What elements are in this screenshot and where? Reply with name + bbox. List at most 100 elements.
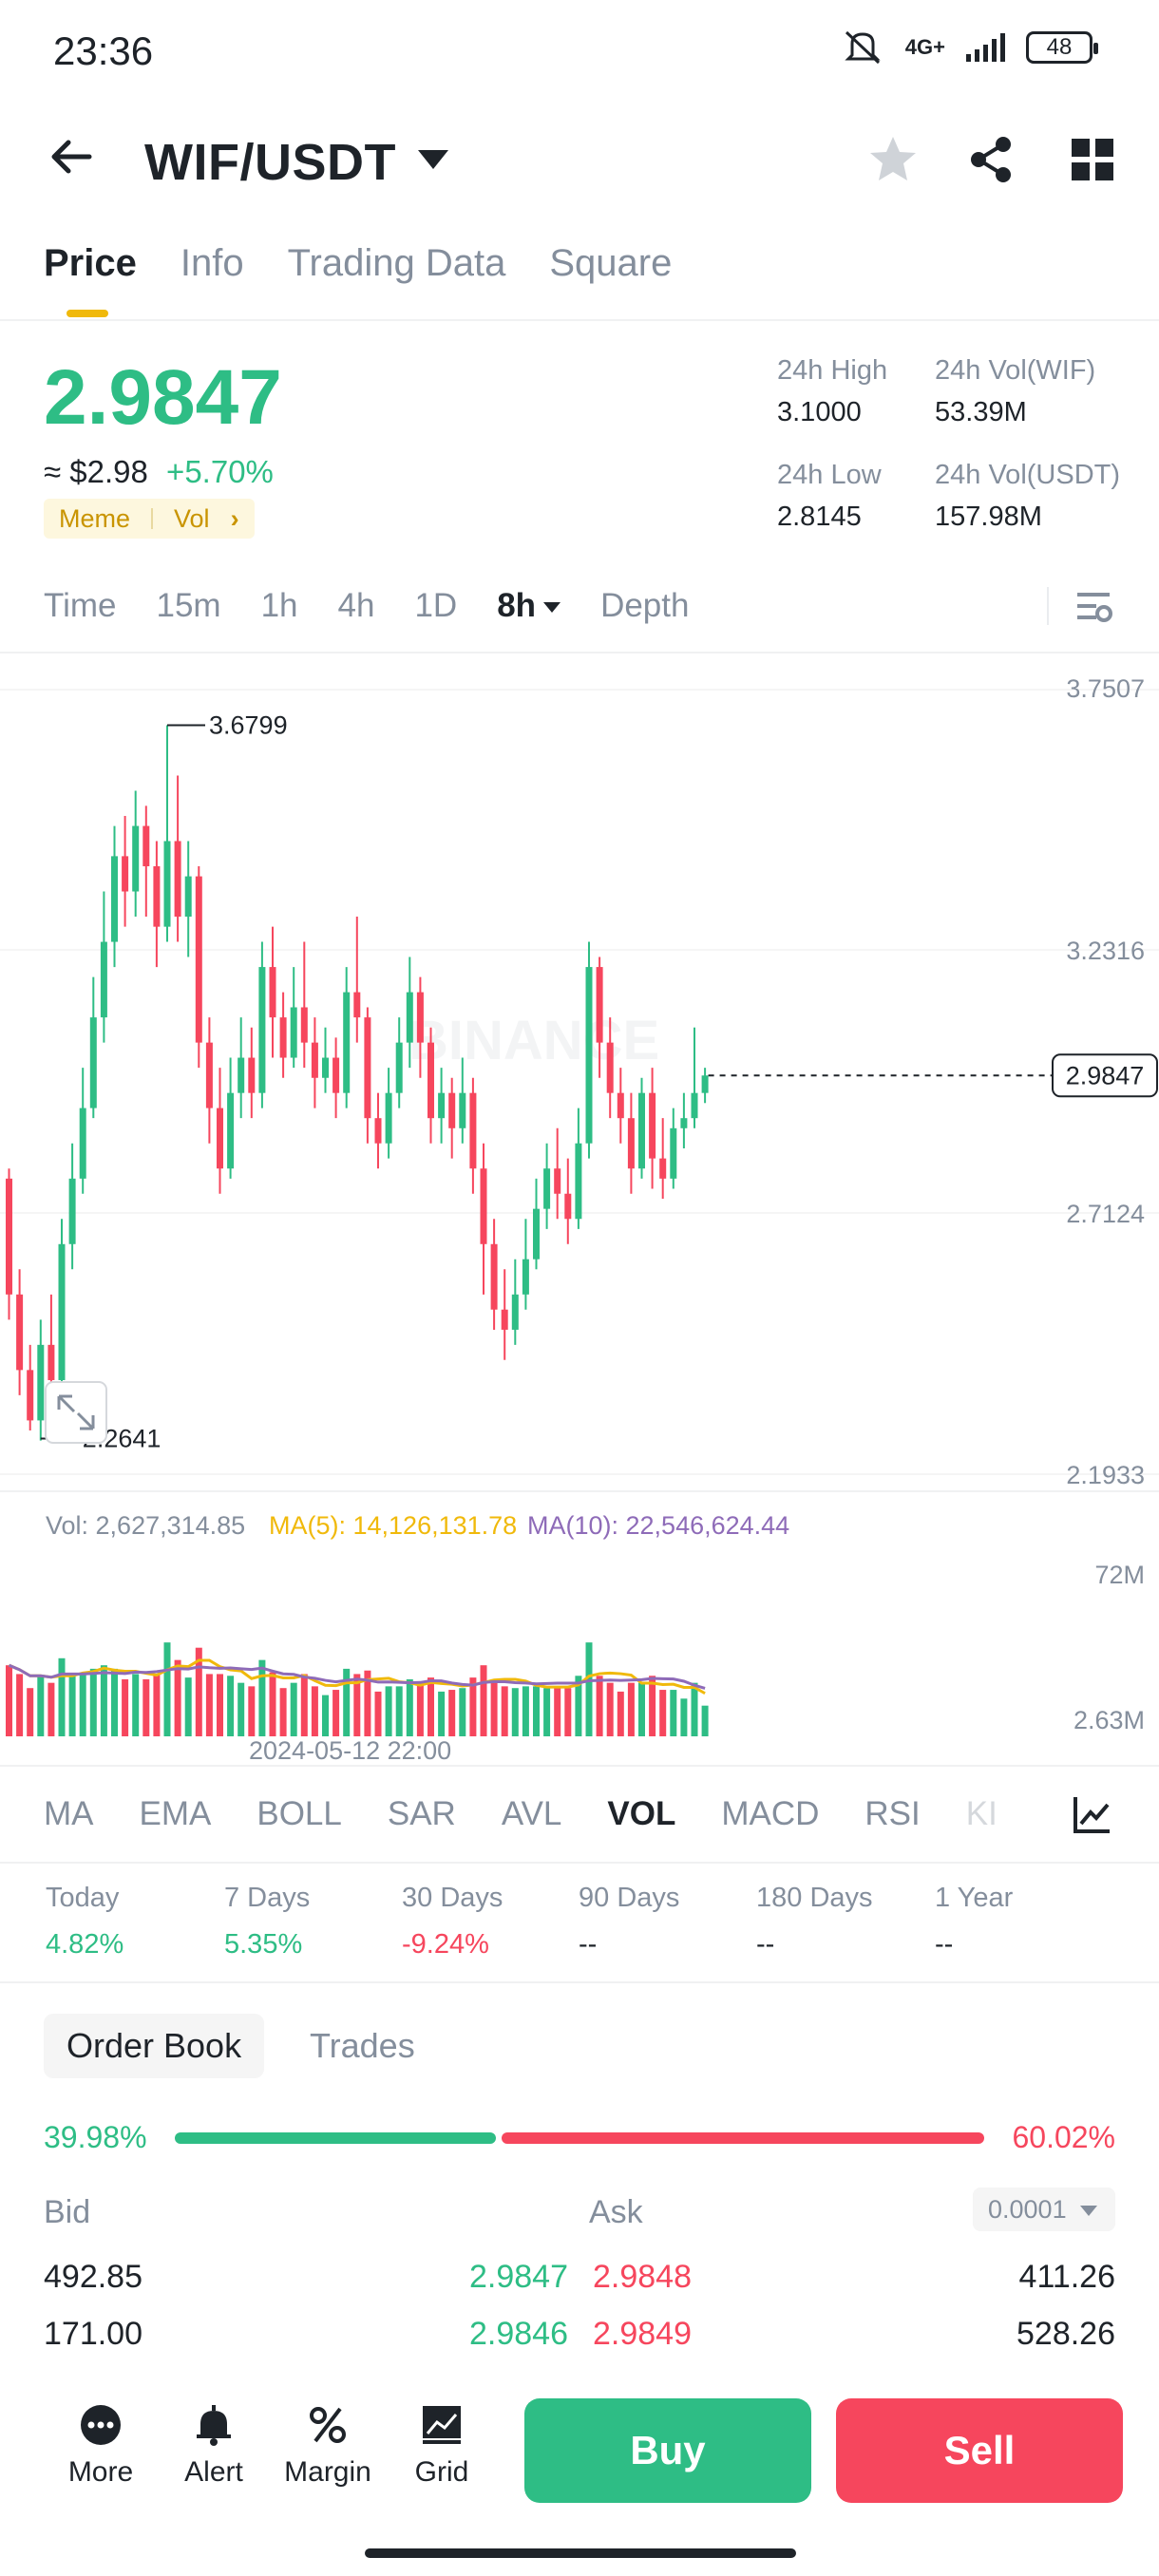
- interval-15m[interactable]: 15m: [156, 587, 221, 624]
- indicator-avl[interactable]: AVL: [501, 1795, 562, 1832]
- last-price: 2.9847: [44, 354, 282, 441]
- volume-bar: [217, 1674, 223, 1736]
- candle-body: [343, 992, 351, 1093]
- indicator-rsi[interactable]: RSI: [864, 1795, 921, 1832]
- interval-4h[interactable]: 4h: [337, 587, 375, 624]
- sell-button[interactable]: Sell: [836, 2398, 1123, 2503]
- precision-selector[interactable]: 0.0001: [973, 2188, 1115, 2231]
- back-arrow-icon[interactable]: [48, 133, 95, 180]
- volume-bar: [122, 1678, 129, 1736]
- favorite-star-icon[interactable]: [866, 133, 920, 186]
- volume-bar: [68, 1674, 76, 1736]
- indicator-vol[interactable]: VOL: [607, 1795, 676, 1832]
- interval-1d[interactable]: 1D: [414, 587, 458, 624]
- volume-bar: [290, 1682, 297, 1736]
- candle-body: [248, 1057, 256, 1093]
- tag-pill[interactable]: Meme Vol ›: [44, 499, 255, 539]
- indicator-macd[interactable]: MACD: [721, 1795, 820, 1832]
- candle-body: [163, 841, 171, 927]
- pair-dropdown-icon[interactable]: [418, 150, 448, 169]
- stat-vol-base-label: 24h Vol(WIF): [935, 355, 1096, 386]
- chart-settings-icon[interactable]: [1072, 585, 1115, 629]
- tag-meme[interactable]: Meme: [59, 503, 131, 533]
- network-type: 4G+: [904, 35, 945, 59]
- ask-qty-1[interactable]: 411.26: [1018, 2259, 1115, 2295]
- volume-bar: [606, 1682, 614, 1736]
- share-icon[interactable]: [965, 133, 1018, 186]
- interval-time[interactable]: Time: [44, 587, 117, 624]
- indicator-sar[interactable]: SAR: [387, 1795, 456, 1832]
- volume-bar: [353, 1674, 361, 1736]
- ask-qty-2[interactable]: 528.26: [1016, 2316, 1115, 2352]
- candle-body: [533, 1208, 540, 1260]
- indicator-ema[interactable]: EMA: [139, 1795, 212, 1832]
- candle-body: [469, 1092, 477, 1169]
- grid-button[interactable]: Grid: [394, 2403, 489, 2489]
- candle-body: [153, 866, 161, 927]
- volume-bar: [111, 1668, 118, 1736]
- indicator-kdj[interactable]: KI: [965, 1795, 998, 1832]
- perf-30d-value: -9.24%: [402, 1929, 489, 1960]
- candle-body: [428, 1042, 434, 1119]
- volume-bar: [163, 1642, 171, 1736]
- tab-order-book[interactable]: Order Book: [44, 2014, 265, 2078]
- volume-bar: [48, 1682, 55, 1736]
- candle-body: [406, 992, 413, 1043]
- perf-30d-label: 30 Days: [402, 1883, 504, 1913]
- chart-grid: [0, 689, 1159, 1492]
- volume-bar: [174, 1659, 181, 1736]
- candle-body: [627, 1118, 635, 1169]
- more-button[interactable]: More: [53, 2403, 148, 2489]
- bid-price-2[interactable]: 2.9846: [469, 2316, 568, 2352]
- bid-qty-1[interactable]: 492.85: [44, 2259, 142, 2295]
- fullscreen-icon[interactable]: [45, 1381, 107, 1444]
- ma10-line: [8, 1663, 706, 1690]
- tab-price[interactable]: Price: [44, 242, 137, 284]
- volume-bar: [332, 1690, 340, 1736]
- candle-body: [142, 825, 150, 867]
- margin-button[interactable]: Margin: [280, 2403, 375, 2489]
- candle-body: [122, 856, 129, 892]
- candle-body: [322, 1057, 329, 1078]
- ask-price-2[interactable]: 2.9849: [593, 2316, 692, 2352]
- tab-info[interactable]: Info: [180, 242, 244, 284]
- pair-title[interactable]: WIF/USDT: [144, 134, 396, 191]
- volume-bar: [596, 1676, 603, 1736]
- axis-label-bottom: 2.1933: [1066, 1461, 1145, 1489]
- volume-bar: [617, 1691, 624, 1736]
- caret-down-icon: [1079, 2206, 1097, 2217]
- volume-bar: [670, 1690, 677, 1736]
- tab-trading-data[interactable]: Trading Data: [287, 242, 506, 284]
- volume-bar: [58, 1657, 66, 1736]
- bid-price-1[interactable]: 2.9847: [469, 2259, 568, 2295]
- grid-layout-icon[interactable]: [1066, 133, 1119, 186]
- interval-1h[interactable]: 1h: [260, 587, 298, 624]
- bid-qty-2[interactable]: 171.00: [44, 2316, 142, 2352]
- candle-body: [111, 856, 118, 942]
- ask-price-1[interactable]: 2.9848: [593, 2259, 692, 2295]
- volume-bar: [659, 1690, 667, 1736]
- candle-body: [58, 1243, 66, 1380]
- price-chart[interactable]: BINANCE 3.7507 3.2316 2.7124 2.1933 2.98…: [0, 653, 1159, 1765]
- volume-bar: [438, 1691, 446, 1736]
- buy-button[interactable]: Buy: [524, 2398, 811, 2503]
- active-tab-indicator: [66, 310, 108, 317]
- alert-button[interactable]: Alert: [166, 2403, 261, 2489]
- divider: [0, 652, 1159, 653]
- bid-ratio: 39.98%: [44, 2120, 147, 2154]
- interval-8h[interactable]: 8h: [497, 587, 561, 625]
- vol-legend: Vol: 2,627,314.85: [46, 1511, 245, 1540]
- candle-body: [269, 967, 276, 1018]
- tab-square[interactable]: Square: [549, 242, 673, 284]
- tab-trades[interactable]: Trades: [310, 2026, 415, 2065]
- volume-bar: [322, 1695, 329, 1736]
- volume-bars-group: [6, 1642, 709, 1736]
- indicator-boll[interactable]: BOLL: [256, 1795, 342, 1832]
- indicator-settings-icon[interactable]: [1070, 1793, 1113, 1837]
- interval-depth[interactable]: Depth: [600, 587, 690, 624]
- indicator-ma[interactable]: MA: [44, 1795, 94, 1832]
- indicator-tabs: MA EMA BOLL SAR AVL VOL MACD RSI KI: [44, 1795, 998, 1833]
- volume-bar: [395, 1686, 403, 1736]
- tag-vol[interactable]: Vol: [174, 503, 210, 533]
- candle-body: [48, 1344, 55, 1380]
